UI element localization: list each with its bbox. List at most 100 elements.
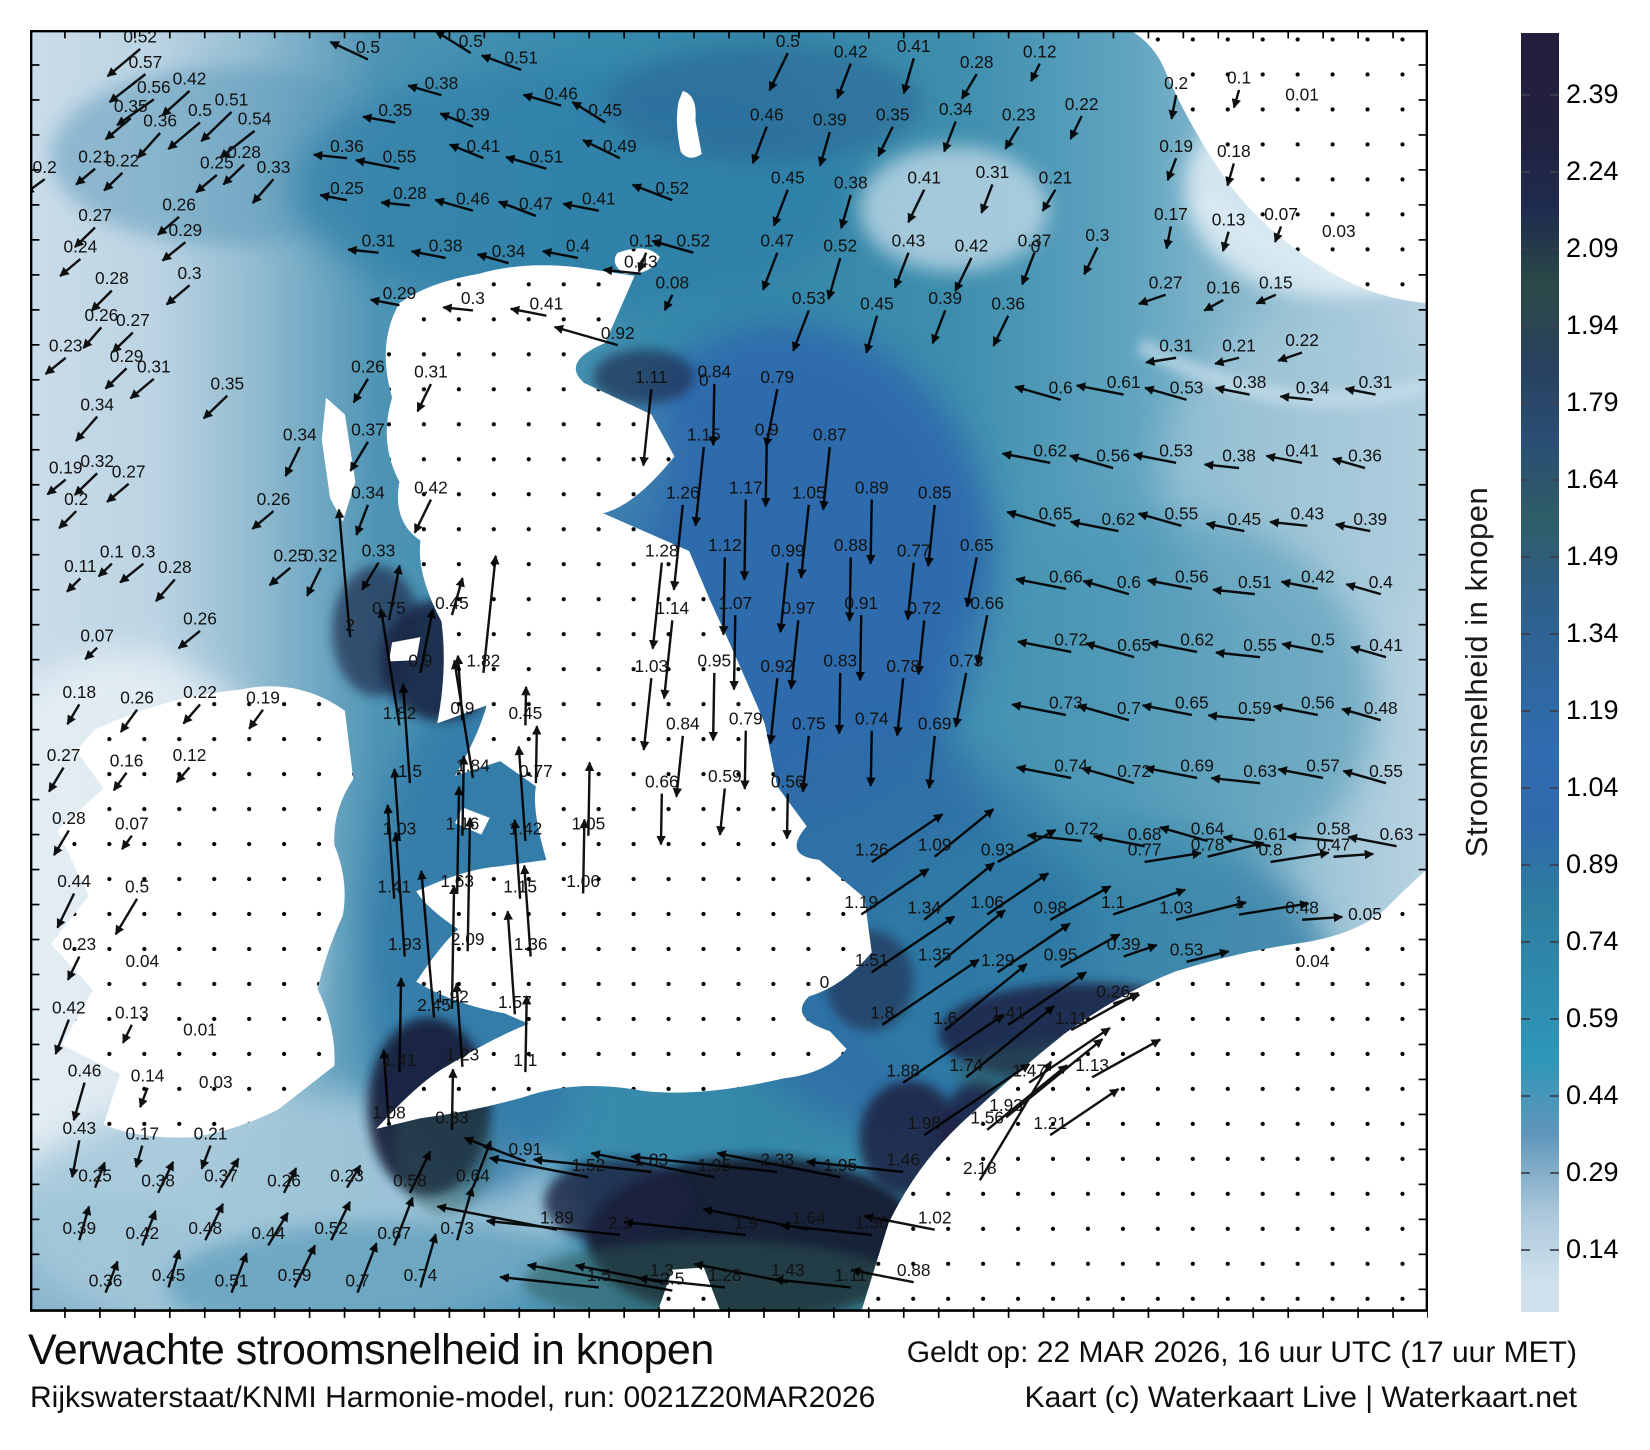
flow-arrow: [1186, 948, 1230, 963]
flow-arrow: [456, 1186, 475, 1241]
flow-value-label: 1.84: [456, 756, 490, 776]
flow-value-label: 0.46: [544, 83, 578, 103]
flow-value-label: 0.28: [52, 808, 86, 828]
flow-arrow: [230, 1252, 248, 1294]
flow-arrow: [413, 499, 433, 534]
flow-arrow: [1277, 766, 1324, 780]
flow-arrow: [393, 1196, 414, 1246]
flow-value-label: 0.47: [519, 194, 553, 214]
flow-value-label: 0.43: [62, 1118, 96, 1138]
colorbar-tick-mark: [1521, 1249, 1530, 1251]
flow-arrow: [439, 112, 474, 128]
flow-value-label: 0.37: [1018, 230, 1052, 250]
flow-arrow: [1020, 252, 1036, 286]
colorbar-tick-mark: [1550, 710, 1559, 712]
colorbar-tick-label: 1.79: [1566, 387, 1619, 417]
flow-value-label: 0.16: [1206, 278, 1240, 298]
flow-arrow: [1225, 163, 1235, 187]
flow-arrow: [497, 200, 537, 218]
flow-value-label: 1.05: [792, 483, 826, 503]
flow-value-label: 0.72: [1054, 630, 1088, 650]
flow-value-label: 0.05: [1348, 904, 1382, 924]
flow-value-label: 0.73: [440, 1218, 474, 1238]
flow-value-label: 0.27: [78, 205, 112, 225]
flow-arrow: [177, 629, 201, 650]
flow-value-label: 0.74: [404, 1265, 438, 1285]
flow-arrow: [637, 1274, 725, 1289]
flow-arrow: [1344, 385, 1376, 396]
flow-arrow: [58, 510, 78, 530]
flow-arrow: [503, 910, 517, 1015]
flow-value-label: 0.27: [47, 745, 81, 765]
colorbar-tick-label: 1.19: [1566, 695, 1619, 725]
flow-arrow: [417, 870, 436, 1018]
flow-arrow: [751, 126, 768, 165]
flow-value-label: 0.69: [918, 714, 952, 734]
flow-arrow: [195, 174, 218, 194]
flow-arrow: [782, 793, 792, 840]
flow-arrow: [1011, 701, 1067, 717]
flow-value-label: 0.32: [80, 451, 114, 471]
flow-value-label: 0.92: [760, 656, 794, 676]
flow-value-label: 0.39: [456, 104, 490, 124]
flow-value-label: 0.51: [504, 48, 538, 68]
flow-arrow: [442, 303, 474, 313]
flow-value-label: 0.74: [1054, 756, 1088, 776]
flow-arrow: [454, 785, 464, 894]
flow-value-label: 0.04: [1296, 951, 1330, 971]
flow-arrow: [1138, 293, 1167, 306]
flow-value-label: 0.38: [1222, 446, 1256, 466]
flow-arrow: [450, 659, 475, 779]
colorbar-tick-mark: [1550, 325, 1559, 327]
flow-value-label: 0.55: [1243, 635, 1277, 655]
flow-value-label: 0.91: [844, 593, 878, 613]
flow-value-label: 0.36: [1348, 446, 1382, 466]
flow-value-label: 0.15: [1259, 272, 1293, 292]
flow-arrow: [881, 958, 980, 1026]
flow-arrow: [202, 394, 229, 420]
flow-arrow: [1334, 521, 1371, 533]
flow-value-label: 0.67: [377, 1223, 411, 1243]
flow-value-label: 0.31: [1159, 335, 1193, 355]
flow-arrow: [419, 1233, 438, 1288]
flow-value-label: 0.56: [1096, 446, 1130, 466]
flow-arrow: [1220, 231, 1230, 252]
flow-arrow: [871, 813, 944, 863]
flow-arrow: [106, 47, 141, 78]
flow-value-label: 0.52: [823, 236, 857, 256]
colorbar-tick-mark: [1521, 1018, 1530, 1020]
flow-value-label: 0.83: [823, 651, 857, 671]
flow-value-label: 0.46: [68, 1060, 102, 1080]
flow-arrow: [978, 1060, 1053, 1181]
flow-arrow: [1085, 641, 1135, 659]
flow-value-label: 1.64: [792, 1207, 826, 1227]
flow-arrow: [104, 367, 128, 390]
axis-edge-ticks: [31, 31, 1428, 1318]
flow-arrow: [942, 120, 957, 153]
flow-arrow: [30, 178, 46, 194]
flow-arrow: [1041, 189, 1057, 212]
flow-value-label: 0.4: [566, 236, 590, 256]
flow-value-label: 0.31: [976, 162, 1010, 182]
flow-value-label: 0.28: [960, 52, 994, 72]
flow-value-label: 0.36: [330, 136, 364, 156]
flow-arrow: [1301, 912, 1344, 923]
flow-value-label: 0.65: [1175, 693, 1209, 713]
flow-value-label: 0.95: [1044, 945, 1078, 965]
flow-value-label: 1.3: [650, 1260, 674, 1280]
flow-value-label: 0.01: [183, 1019, 217, 1039]
flow-arrow: [718, 557, 729, 636]
flow-arrow: [56, 892, 76, 929]
flow-arrow: [772, 189, 789, 227]
flow-value-label: 1.26: [666, 483, 700, 503]
flow-value-label: 1.5: [587, 1265, 611, 1285]
flow-value-label: 0.98: [1033, 897, 1067, 917]
flow-value-label: 0.21: [1222, 335, 1256, 355]
flow-arrow: [379, 1048, 391, 1125]
flow-arrow: [773, 1275, 851, 1289]
flow-value-label: 0: [699, 370, 709, 390]
flow-value-label: 1.11: [835, 1265, 867, 1285]
flow-value-label: 0.65: [1039, 504, 1073, 524]
map-canvas: 0.520.570.56 0.420.350.360.50.510.540.210…: [30, 30, 1428, 1318]
flow-value-label: 1.8: [870, 1003, 894, 1023]
